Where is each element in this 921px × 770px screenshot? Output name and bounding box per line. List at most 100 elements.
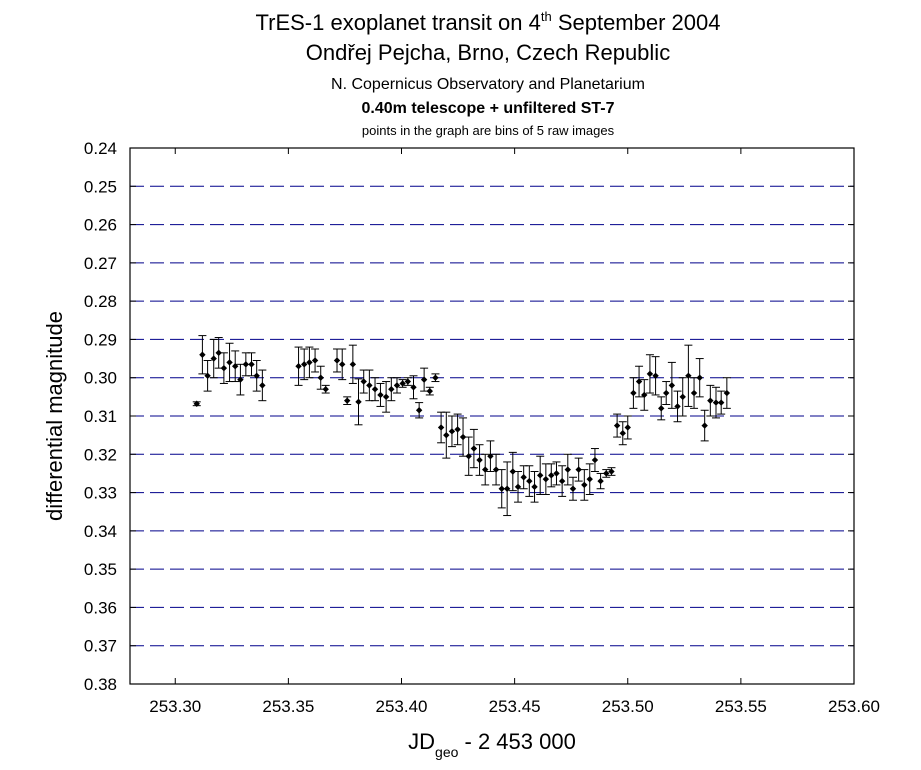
point-marker bbox=[454, 426, 461, 433]
point-marker bbox=[306, 359, 313, 366]
y-tick-label: 0.32 bbox=[84, 445, 117, 464]
point-marker bbox=[355, 398, 362, 406]
y-tick-label: 0.37 bbox=[84, 637, 117, 656]
point-marker bbox=[569, 485, 577, 492]
data-point bbox=[695, 358, 704, 398]
data-point bbox=[415, 402, 424, 419]
data-point bbox=[514, 471, 523, 503]
data-point bbox=[678, 377, 687, 417]
point-marker bbox=[382, 393, 390, 401]
data-point bbox=[469, 428, 478, 469]
point-marker bbox=[322, 386, 329, 393]
data-point bbox=[711, 386, 720, 419]
data-point bbox=[459, 417, 468, 457]
data-point bbox=[530, 471, 539, 503]
data-point bbox=[486, 440, 495, 473]
point-marker bbox=[465, 453, 472, 460]
point-marker bbox=[641, 391, 648, 399]
data-point bbox=[431, 373, 440, 383]
point-marker bbox=[349, 361, 357, 368]
data-point bbox=[563, 453, 572, 486]
point-marker bbox=[242, 361, 250, 368]
y-tick-label: 0.26 bbox=[84, 216, 117, 235]
data-point bbox=[371, 377, 380, 402]
data-point bbox=[420, 367, 429, 392]
data-point bbox=[359, 369, 368, 394]
data-point bbox=[247, 352, 256, 377]
data-point bbox=[333, 348, 342, 373]
data-point bbox=[343, 396, 352, 406]
data-point bbox=[382, 381, 391, 413]
data-point bbox=[629, 377, 638, 409]
data-point bbox=[673, 390, 682, 423]
point-marker bbox=[226, 359, 233, 366]
point-marker bbox=[542, 475, 550, 483]
point-marker bbox=[311, 357, 319, 364]
chart-title-superscript: th bbox=[541, 9, 552, 24]
data-point bbox=[453, 413, 462, 446]
point-marker bbox=[723, 389, 731, 397]
data-point bbox=[613, 413, 622, 438]
data-point bbox=[640, 379, 649, 411]
chart-subtitle-equipment: 0.40m telescope + unfiltered ST-7 bbox=[362, 100, 615, 117]
data-point bbox=[717, 390, 726, 415]
point-marker bbox=[531, 483, 538, 491]
chart-title-date: September 2004 bbox=[552, 10, 721, 35]
point-marker bbox=[696, 374, 703, 381]
data-point bbox=[497, 469, 506, 509]
point-marker bbox=[193, 400, 200, 407]
data-point bbox=[475, 444, 484, 476]
data-point bbox=[437, 411, 446, 444]
point-marker bbox=[717, 399, 725, 406]
point-marker bbox=[591, 456, 599, 464]
point-marker bbox=[420, 376, 428, 383]
chart-title-main: TrES-1 exoplanet transit on 4 bbox=[256, 10, 541, 35]
data-point bbox=[651, 356, 660, 396]
point-marker bbox=[377, 391, 384, 399]
point-marker bbox=[553, 470, 560, 477]
point-marker bbox=[404, 378, 412, 385]
y-axis-label: differential magnitude bbox=[42, 311, 67, 521]
point-marker bbox=[410, 384, 417, 391]
data-point bbox=[667, 361, 676, 409]
y-tick-label: 0.34 bbox=[84, 522, 117, 541]
grid-lines bbox=[130, 185, 854, 647]
point-marker bbox=[317, 374, 324, 381]
point-marker bbox=[476, 456, 483, 464]
y-tick-label: 0.29 bbox=[84, 330, 117, 349]
point-marker bbox=[459, 433, 467, 441]
data-point bbox=[623, 415, 632, 440]
data-point bbox=[607, 467, 616, 476]
point-marker bbox=[575, 466, 582, 473]
data-point bbox=[464, 436, 473, 476]
data-point bbox=[231, 350, 240, 383]
point-marker bbox=[586, 475, 593, 483]
data-point bbox=[252, 359, 261, 392]
point-marker bbox=[603, 470, 610, 477]
data-point bbox=[311, 348, 320, 373]
point-marker bbox=[613, 422, 621, 429]
point-marker bbox=[393, 382, 401, 389]
y-tick-label: 0.36 bbox=[84, 598, 117, 617]
data-point bbox=[338, 348, 347, 381]
data-point bbox=[525, 465, 534, 497]
x-tick-label: 253.40 bbox=[376, 697, 428, 716]
point-marker bbox=[371, 386, 379, 393]
data-point bbox=[321, 384, 330, 394]
x-tick-label: 253.55 bbox=[715, 697, 767, 716]
y-tick-label: 0.28 bbox=[84, 292, 117, 311]
point-marker bbox=[619, 430, 626, 437]
point-marker bbox=[608, 468, 615, 475]
data-point bbox=[447, 415, 456, 448]
point-marker bbox=[558, 477, 566, 485]
x-axis-label-offset: - 2 453 000 bbox=[458, 729, 575, 754]
data-point bbox=[294, 346, 303, 386]
point-marker bbox=[199, 351, 206, 358]
data-point bbox=[503, 461, 512, 517]
point-marker bbox=[526, 477, 533, 485]
point-marker bbox=[220, 364, 228, 372]
point-marker bbox=[679, 393, 686, 401]
point-marker bbox=[388, 386, 395, 393]
data-point bbox=[425, 386, 434, 396]
